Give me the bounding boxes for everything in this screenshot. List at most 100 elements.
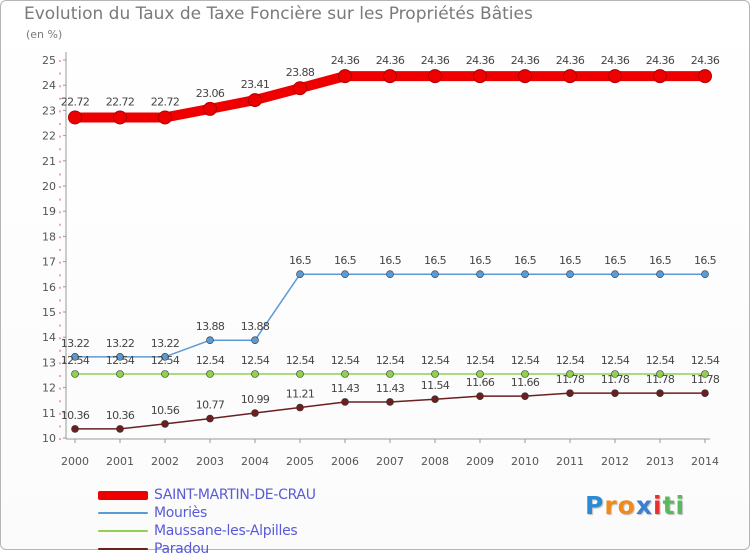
series-point	[341, 398, 349, 406]
series-point	[521, 270, 529, 279]
series-point	[701, 389, 709, 397]
data-label: 12.54	[151, 354, 180, 367]
series-point	[701, 370, 709, 378]
data-label: 13.88	[241, 320, 270, 333]
series-point	[71, 353, 79, 361]
series-point	[611, 370, 619, 378]
y-tick-label: 20	[42, 180, 56, 193]
data-label: 13.88	[196, 320, 225, 333]
proxiti-logo: Proxiti	[585, 491, 685, 520]
series-point	[653, 69, 667, 84]
series-point	[206, 414, 214, 423]
data-label: 16.5	[559, 254, 582, 267]
legend-swatch	[98, 548, 148, 550]
data-label: 11.43	[331, 382, 360, 395]
x-tick-label: 2012	[601, 455, 629, 468]
data-label: 24.36	[376, 54, 405, 67]
data-label: 12.54	[241, 354, 270, 367]
legend-label: Maussane-les-Alpilles	[154, 523, 298, 539]
data-label: 24.36	[421, 54, 450, 67]
data-label: 24.36	[511, 54, 540, 67]
data-label: 13.22	[106, 337, 135, 350]
series-point	[68, 110, 82, 125]
x-tick-label: 2008	[421, 455, 449, 468]
data-label: 13.22	[61, 337, 90, 350]
series-point	[656, 270, 664, 279]
series-point	[293, 81, 307, 96]
series-point	[476, 370, 484, 378]
data-label: 12.54	[691, 354, 720, 367]
series-point	[566, 370, 574, 378]
legend-swatch	[98, 512, 148, 514]
y-tick-label: 24	[42, 79, 56, 92]
series-point	[203, 101, 217, 116]
series-point	[518, 69, 532, 84]
data-label: 10.77	[196, 399, 225, 412]
data-label: 16.5	[379, 254, 402, 267]
series-point	[251, 409, 259, 417]
series-point	[341, 370, 349, 378]
legend-item: Mouriès	[98, 504, 316, 522]
logo-letter: r	[604, 491, 618, 520]
y-tick-label: 16	[42, 281, 56, 294]
data-label: 12.54	[61, 354, 90, 367]
data-label: 23.06	[196, 87, 225, 100]
x-tick-label: 2004	[241, 455, 269, 468]
data-label: 12.54	[106, 354, 135, 367]
series-point	[386, 270, 394, 279]
legend-swatch	[98, 490, 148, 500]
series-point	[71, 370, 79, 378]
logo-letter: P	[585, 491, 605, 520]
y-tick-label: 15	[42, 306, 56, 319]
logo-letter: o	[617, 491, 636, 520]
logo-letter: i	[675, 491, 686, 520]
y-tick-label: 21	[42, 155, 56, 168]
x-tick-label: 2000	[61, 455, 89, 468]
x-tick-label: 2013	[646, 455, 674, 468]
series-point	[206, 336, 214, 345]
series-point	[71, 425, 79, 433]
axes: 10 11 12 13 14 15 16 17 18 19 20 21 22 23 24 25 2000 2001…	[42, 52, 719, 468]
data-label: 16.5	[694, 254, 717, 267]
x-tick-label: 2001	[106, 455, 134, 468]
data-label: 12.54	[511, 354, 540, 367]
y-tick-label: 10	[42, 432, 56, 445]
x-tick-label: 2007	[376, 455, 404, 468]
data-labels: 22.72 22.72 22.72 23.06 23.41 23.88 24.36 24.36…	[61, 54, 721, 422]
series-point	[251, 336, 259, 345]
data-label: 12.54	[421, 354, 450, 367]
data-label: 12.54	[466, 354, 495, 367]
data-label: 11.43	[376, 382, 405, 395]
series-point	[386, 370, 394, 378]
legend-swatch	[98, 530, 148, 532]
data-label: 10.99	[241, 393, 270, 406]
data-label: 11.66	[511, 376, 540, 389]
data-label: 11.78	[601, 373, 630, 386]
data-label: 12.54	[286, 354, 315, 367]
data-label: 16.5	[334, 254, 357, 267]
y-tick-label: 17	[42, 256, 56, 269]
series-point	[341, 270, 349, 279]
unit-label: (en %)	[26, 28, 63, 41]
data-label: 24.36	[691, 54, 720, 67]
data-label: 16.5	[514, 254, 537, 267]
x-tick-label: 2005	[286, 455, 314, 468]
series-point	[113, 110, 127, 125]
y-tick-label: 12	[42, 382, 56, 395]
series-point	[251, 370, 259, 378]
series-point	[158, 110, 172, 125]
x-tick-label: 2003	[196, 455, 224, 468]
series-point	[608, 69, 622, 84]
legend-item: SAINT-MARTIN-DE-CRAU	[98, 486, 316, 504]
logo-letter: x	[635, 491, 653, 520]
y-tick-label: 13	[42, 356, 56, 369]
data-label: 10.56	[151, 404, 180, 417]
x-tick-label: 2011	[556, 455, 584, 468]
data-label: 16.5	[604, 254, 627, 267]
series-point	[701, 270, 709, 279]
data-label: 24.36	[331, 54, 360, 67]
series-point	[383, 69, 397, 84]
series-point	[431, 395, 439, 403]
data-label: 12.54	[556, 354, 585, 367]
x-tick-label: 2009	[466, 455, 494, 468]
